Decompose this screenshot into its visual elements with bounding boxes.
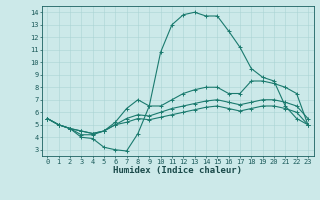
X-axis label: Humidex (Indice chaleur): Humidex (Indice chaleur) xyxy=(113,166,242,175)
